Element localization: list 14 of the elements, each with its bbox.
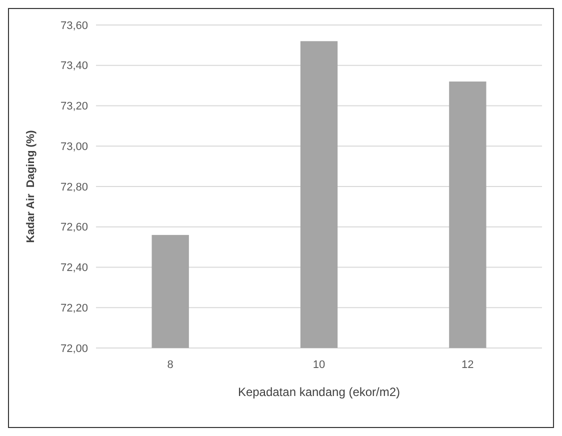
x-tick-label: 8 [167,359,174,371]
x-tick-label: 10 [312,359,326,371]
x-tick-label: 12 [462,359,474,371]
y-tick-label: 73,20 [60,100,88,113]
y-tick-label: 73,00 [60,140,88,153]
x-axis-title: Kepadatan kandang (ekor/m2) [238,385,400,399]
y-tick-label: 72,80 [60,181,88,194]
y-tick-label: 73,60 [60,20,88,32]
y-tick-label: 72,20 [60,302,88,314]
y-tick-label: 73,40 [60,60,88,72]
y-tick-label: 72,00 [60,342,88,355]
y-tick-label: 72,60 [60,222,88,234]
y-tick-label: 72,40 [60,262,88,274]
y-axis-title: Kadar Air Daging (%) [25,130,37,243]
